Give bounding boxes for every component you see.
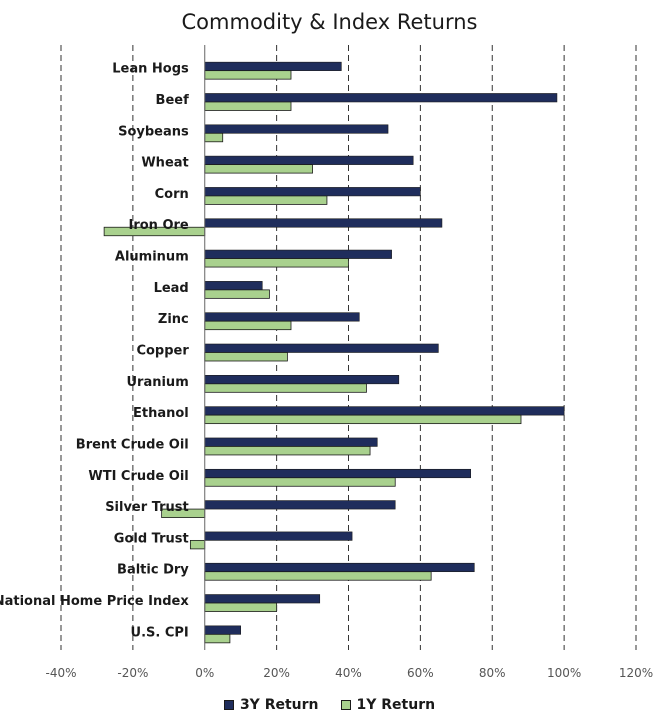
- bar-3y: [204, 406, 565, 416]
- category-label: Soybeans: [118, 124, 189, 139]
- bar-3y: [204, 375, 400, 385]
- legend-label-3y: 3Y Return: [239, 697, 319, 713]
- bar-1y: [204, 320, 292, 331]
- x-tick-label: 80%: [479, 666, 506, 680]
- category-label: Aluminum: [115, 250, 189, 265]
- bar-3y: [204, 218, 443, 228]
- category-label: U.S. CPI: [131, 625, 189, 640]
- bar-1y: [204, 132, 224, 143]
- bar-1y: [204, 70, 292, 80]
- bar-3y: [204, 124, 389, 134]
- x-tick-label: 20%: [263, 666, 290, 680]
- category-label: Brent Crude Oil: [76, 437, 189, 452]
- bar-1y: [204, 602, 278, 612]
- category-label: Uranium: [126, 375, 188, 390]
- bar-1y: [204, 446, 371, 456]
- legend-label-1y: 1Y Return: [356, 697, 436, 713]
- bar-3y: [204, 437, 378, 447]
- bar-3y: [204, 625, 241, 635]
- category-label: Ethanol: [133, 406, 189, 421]
- bar-1y: [204, 101, 292, 111]
- x-tick-label: 100%: [547, 666, 581, 680]
- bar-1y: [204, 352, 288, 362]
- category-label: Lean Hogs: [112, 62, 189, 77]
- category-label: WTI Crude Oil: [88, 469, 188, 484]
- bar-3y: [204, 187, 421, 197]
- bar-1y: [204, 477, 396, 487]
- bar-1y: [189, 539, 206, 550]
- bar-3y: [204, 594, 321, 604]
- legend-swatch-1y: [340, 700, 351, 710]
- bar-1y: [204, 414, 522, 425]
- chart-title: Commodity & Index Returns: [181, 10, 478, 34]
- category-label: Gold Trust: [114, 531, 189, 546]
- x-tick-label: 40%: [335, 666, 362, 680]
- legend-item-1y: 1Y Return: [340, 697, 436, 713]
- category-label: National Home Price Index: [0, 594, 189, 609]
- x-tick-label: 60%: [407, 666, 434, 680]
- bar-1y: [204, 383, 367, 393]
- bar-1y: [204, 164, 313, 174]
- bar-3y: [204, 312, 360, 322]
- x-tick-label: -40%: [45, 666, 76, 680]
- category-label: Beef: [156, 93, 190, 108]
- category-label: Baltic Dry: [117, 563, 189, 578]
- category-label: Silver Trust: [105, 500, 189, 515]
- category-label: Iron Ore: [129, 218, 189, 233]
- bar-1y: [204, 571, 432, 581]
- x-tick-label: -20%: [117, 666, 148, 680]
- bar-1y: [204, 195, 328, 205]
- category-label: Copper: [136, 344, 189, 359]
- bar-3y: [204, 281, 263, 291]
- bar-3y: [204, 61, 342, 71]
- category-label: Zinc: [158, 312, 189, 327]
- bar-3y: [204, 468, 471, 479]
- bar-3y: [204, 249, 392, 259]
- category-label: Lead: [154, 281, 189, 296]
- x-tick-label: 0%: [195, 666, 214, 680]
- legend-swatch-3y: [223, 700, 234, 710]
- bar-3y: [204, 562, 475, 573]
- bar-1y: [204, 633, 231, 644]
- bar-3y: [204, 155, 414, 165]
- legend-item-3y: 3Y Return: [223, 697, 319, 713]
- category-label: Wheat: [141, 156, 188, 171]
- bar-3y: [204, 343, 439, 353]
- bar-1y: [204, 289, 270, 299]
- category-label: Corn: [155, 187, 189, 202]
- bar-3y: [204, 93, 558, 103]
- bar-3y: [204, 531, 353, 541]
- x-tick-label: 120%: [619, 666, 653, 680]
- bar-1y: [204, 258, 349, 268]
- legend: 3Y Return 1Y Return: [0, 697, 659, 713]
- bar-3y: [204, 500, 396, 510]
